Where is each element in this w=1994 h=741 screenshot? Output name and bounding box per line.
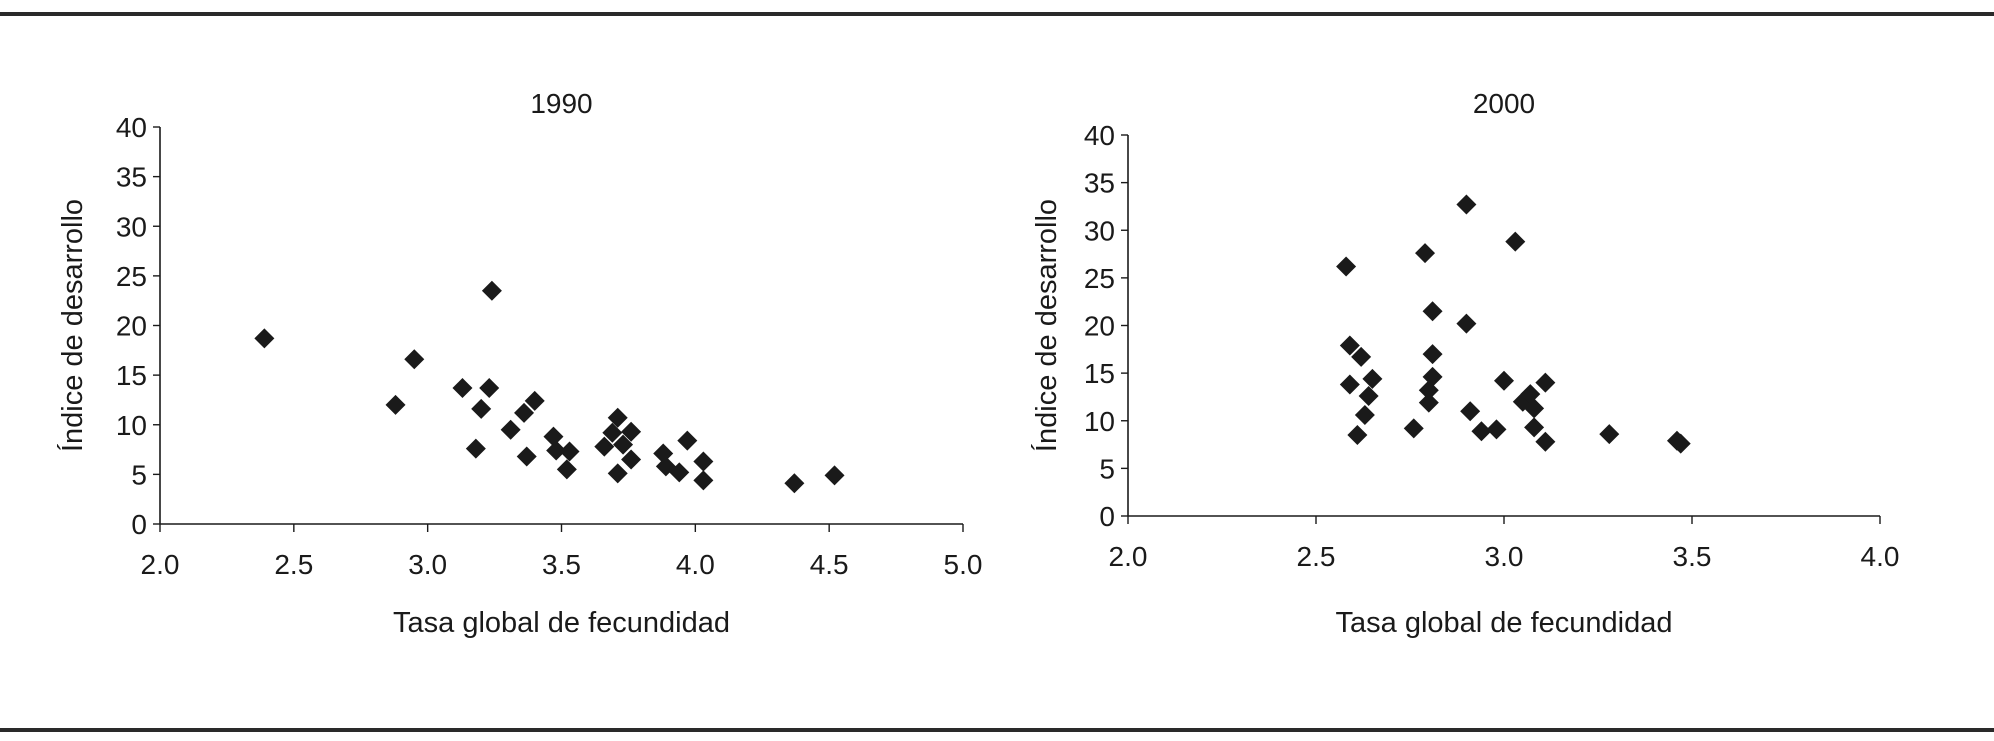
data-point (1418, 392, 1439, 413)
chart-panel-2000: 0 5 10 15 20 25 30 35 40 2.0 2.5 3.0 3.5 4.0 2000 Tasa … (1030, 88, 1899, 639)
y-axis-label: Índice de desarrollo (1030, 199, 1063, 452)
chart-title: 2000 (1473, 88, 1535, 119)
data-point (1456, 313, 1477, 334)
data-point (1535, 372, 1556, 393)
y-tick-label: 5 (131, 459, 147, 490)
y-tick-label: 25 (116, 261, 147, 292)
data-point (1599, 424, 1620, 445)
data-point (677, 430, 698, 451)
data-point (653, 443, 674, 464)
data-point (516, 446, 537, 467)
data-point (556, 459, 577, 480)
y-tick-label: 10 (116, 410, 147, 441)
data-point (1339, 374, 1360, 395)
data-point (693, 470, 714, 491)
y-tick-label: 30 (1084, 215, 1115, 246)
y-tick-label: 35 (1084, 168, 1115, 199)
x-tick-label: 2.5 (1297, 541, 1336, 572)
data-point (1520, 384, 1541, 405)
data-point (602, 422, 623, 443)
data-point (613, 434, 634, 455)
data-point (404, 349, 425, 370)
data-point (254, 328, 275, 349)
data-point (693, 451, 714, 472)
x-tick-label: 5.0 (944, 549, 983, 580)
y-tick-label: 40 (116, 112, 147, 143)
data-point (1403, 418, 1424, 439)
x-tick-label: 4.5 (810, 549, 849, 580)
x-axis-label: Tasa global de fecundidad (393, 607, 730, 639)
y-tick-label: 10 (1084, 406, 1115, 437)
data-point (1422, 301, 1443, 322)
data-point (1535, 431, 1556, 452)
data-point (1358, 385, 1379, 406)
y-tick-label: 15 (1084, 358, 1115, 389)
y-tick-label: 5 (1099, 453, 1115, 484)
data-point (1524, 417, 1545, 438)
x-tick-label: 2.0 (1109, 541, 1148, 572)
data-point (546, 440, 567, 461)
data-point (1422, 344, 1443, 365)
x-tick-label: 3.0 (1485, 541, 1524, 572)
x-tick-label: 3.0 (408, 549, 447, 580)
data-point (824, 465, 845, 486)
y-tick-label: 40 (1084, 120, 1115, 151)
data-point (621, 421, 642, 442)
data-point (543, 426, 564, 447)
data-point (1422, 366, 1443, 387)
y-tick-label: 0 (1099, 501, 1115, 532)
data-point (1670, 433, 1691, 454)
x-tick-label: 2.0 (141, 549, 180, 580)
data-point (524, 390, 545, 411)
data-point (607, 463, 628, 484)
data-point (481, 280, 502, 301)
y-tick-label: 35 (116, 162, 147, 193)
data-point (514, 402, 535, 423)
x-tick-label: 4.0 (676, 549, 715, 580)
data-point (452, 378, 473, 399)
data-point (559, 441, 580, 462)
data-point (1524, 398, 1545, 419)
data-point (1456, 194, 1477, 215)
data-point (594, 436, 615, 457)
data-point (1351, 346, 1372, 367)
y-tick-label: 0 (131, 509, 147, 540)
data-point (500, 419, 521, 440)
x-tick-label: 3.5 (542, 549, 581, 580)
data-point (1336, 256, 1357, 277)
y-axis-label: Índice de desarrollo (56, 199, 89, 452)
x-tick-label: 4.0 (1861, 541, 1900, 572)
y-tick-label: 30 (116, 211, 147, 242)
y-tick-label: 20 (1084, 311, 1115, 342)
y-tick-label: 20 (116, 311, 147, 342)
y-tick-label: 25 (1084, 263, 1115, 294)
data-point (1415, 243, 1436, 264)
x-tick-label: 3.5 (1673, 541, 1712, 572)
top-rule (0, 12, 1994, 16)
data-point (1354, 405, 1375, 426)
data-point (1339, 335, 1360, 356)
x-axis-label: Tasa global de fecundidad (1336, 607, 1673, 639)
x-tick-label: 2.5 (274, 549, 313, 580)
data-point (479, 378, 500, 399)
bottom-rule (0, 728, 1994, 732)
data-point (621, 449, 642, 470)
chart-panel-1990: 0 5 10 15 20 25 30 35 40 2.0 2.5 3.0 3.5 4.0 4.5 5.0 199… (56, 88, 982, 639)
data-point (669, 462, 690, 483)
data-point (1471, 421, 1492, 442)
data-point (1362, 368, 1383, 389)
data-point (471, 398, 492, 419)
data-point (784, 473, 805, 494)
data-point (1486, 419, 1507, 440)
data-point (465, 438, 486, 459)
y-tick-label: 15 (116, 360, 147, 391)
data-point (1505, 231, 1526, 252)
data-point (1347, 425, 1368, 446)
data-point (607, 407, 628, 428)
chart-title: 1990 (530, 88, 592, 119)
data-point (385, 394, 406, 415)
data-point (1494, 370, 1514, 391)
data-point (1460, 401, 1481, 422)
